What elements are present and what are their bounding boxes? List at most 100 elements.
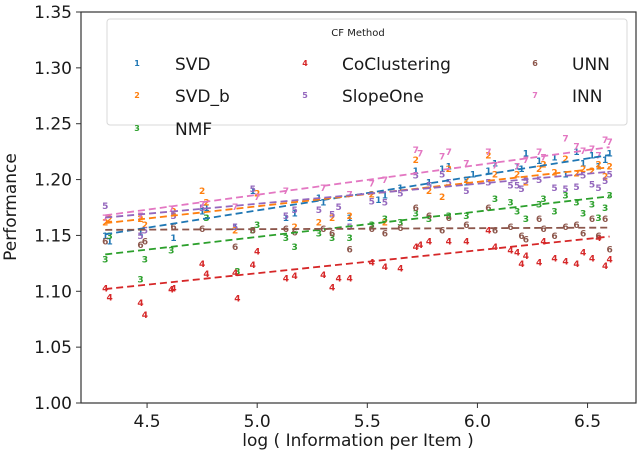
data-point: 1 xyxy=(580,159,586,169)
legend-marker: 2 xyxy=(134,91,140,100)
data-point: 3 xyxy=(413,210,419,220)
data-point: 4 xyxy=(417,241,423,251)
data-point: 7 xyxy=(168,205,174,215)
data-point: 1 xyxy=(170,234,176,244)
data-point: 3 xyxy=(426,215,432,225)
data-point: 2 xyxy=(439,193,445,203)
data-point: 7 xyxy=(439,153,445,163)
data-point: 2 xyxy=(602,173,608,183)
data-point: 4 xyxy=(382,263,388,273)
data-point: 7 xyxy=(463,159,469,169)
data-point: 2 xyxy=(523,178,529,188)
data-point: 4 xyxy=(291,272,297,282)
data-point: 6 xyxy=(606,245,612,255)
data-point: 7 xyxy=(580,147,586,157)
x-axis-label: log ( Information per Item ) xyxy=(242,431,474,451)
data-point: 2 xyxy=(170,207,176,217)
data-point: 2 xyxy=(382,219,388,229)
data-point: 7 xyxy=(606,138,612,148)
legend-label: SVD xyxy=(175,55,211,75)
data-point: 4 xyxy=(463,238,469,248)
data-point: 5 xyxy=(536,176,542,186)
data-point: 5 xyxy=(369,197,375,207)
data-point: 3 xyxy=(106,232,112,242)
data-point: 4 xyxy=(283,274,289,284)
data-point: 4 xyxy=(602,262,608,272)
data-point: 4 xyxy=(347,274,353,284)
data-point: 2 xyxy=(485,151,491,161)
data-point: 2 xyxy=(106,215,112,225)
data-point: 5 xyxy=(602,177,608,187)
data-point: 3 xyxy=(463,212,469,222)
data-point: 1 xyxy=(320,198,326,208)
y-tick-label: 1.00 xyxy=(34,394,72,414)
data-point: 3 xyxy=(137,275,143,285)
data-point: 6 xyxy=(291,229,297,239)
data-point: 6 xyxy=(283,225,289,235)
data-point: 6 xyxy=(232,243,238,253)
data-point: 6 xyxy=(439,226,445,236)
data-point: 6 xyxy=(137,241,143,251)
data-point: 7 xyxy=(536,148,542,158)
data-point: 4 xyxy=(595,234,601,244)
x-axis: 4.5 5.0 5.5 6.0 6.5 xyxy=(134,403,601,432)
data-point: 3 xyxy=(250,226,256,236)
data-point: 4 xyxy=(203,270,209,280)
data-point: 1 xyxy=(589,151,595,161)
data-point: 4 xyxy=(562,258,568,268)
data-point: 2 xyxy=(426,187,432,197)
trend-line-nmf xyxy=(105,195,610,256)
data-point: 3 xyxy=(562,192,568,202)
data-point: 6 xyxy=(507,223,513,233)
data-point: 6 xyxy=(562,223,568,233)
data-point: 7 xyxy=(283,187,289,197)
data-point: 1 xyxy=(413,167,419,177)
trend-line-slopeone xyxy=(105,170,610,219)
legend: CF Method 1 SVD 2 SVD_b 3 NMF 4 CoClustering 5 Sl… xyxy=(106,18,628,140)
data-point: 1 xyxy=(485,167,491,177)
legend-label: SlopeOne xyxy=(342,87,424,107)
x-tick-label: 6.5 xyxy=(574,412,601,432)
y-tick-label: 1.35 xyxy=(34,3,72,23)
legend-label: INN xyxy=(572,87,602,107)
data-point: 4 xyxy=(551,254,557,264)
data-point: 2 xyxy=(562,155,568,165)
data-point: 2 xyxy=(137,215,143,225)
data-point: 4 xyxy=(102,284,108,294)
data-point: 4 xyxy=(254,248,260,258)
data-point: 2 xyxy=(369,191,375,201)
legend-marker: 1 xyxy=(134,59,140,68)
trend-layer xyxy=(105,146,610,290)
data-point: 5 xyxy=(589,181,595,191)
data-point: 5 xyxy=(413,172,419,182)
data-point: 5 xyxy=(382,198,388,208)
data-point: 3 xyxy=(602,204,608,214)
data-point: 4 xyxy=(168,286,174,296)
data-point: 5 xyxy=(232,223,238,233)
data-point: 3 xyxy=(507,198,513,208)
data-point: 1 xyxy=(137,229,143,239)
data-point: 1 xyxy=(514,163,520,173)
data-point: 6 xyxy=(102,238,108,248)
data-point: 2 xyxy=(589,167,595,177)
trend-line-unn xyxy=(105,226,610,231)
legend-label: SVD_b xyxy=(175,87,230,107)
data-point: 2 xyxy=(291,223,297,233)
data-point: 7 xyxy=(102,214,108,224)
data-point: 2 xyxy=(514,170,520,180)
data-point: 1 xyxy=(602,156,608,166)
data-point: 6 xyxy=(446,214,452,224)
legend-marker: 4 xyxy=(302,59,308,68)
data-point: 7 xyxy=(413,146,419,156)
data-point: 7 xyxy=(602,136,608,146)
data-point: 1 xyxy=(439,165,445,175)
data-point: 6 xyxy=(463,221,469,231)
data-point: 4 xyxy=(507,246,513,256)
data-point: 6 xyxy=(250,226,256,236)
data-point: 2 xyxy=(329,214,335,224)
data-point: 5 xyxy=(250,185,256,195)
data-point: 4 xyxy=(606,255,612,265)
data-point: 5 xyxy=(523,177,529,187)
